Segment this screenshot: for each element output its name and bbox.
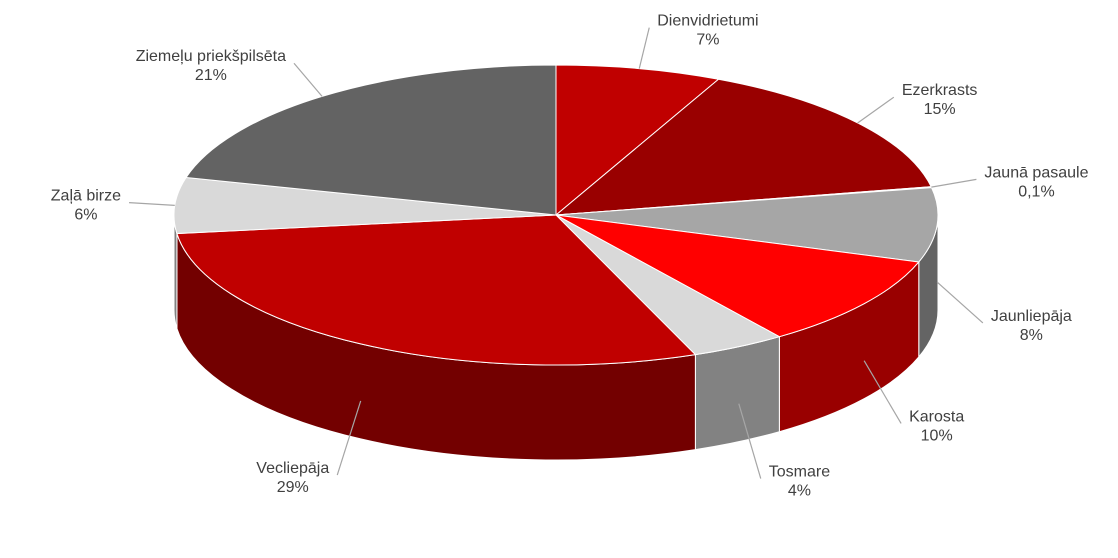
pie-side [694,336,780,451]
leader-line [857,96,895,124]
data-label: Jaunā pasaule 0,1% [984,164,1088,200]
leader-line [293,62,323,97]
leader-line [336,400,362,476]
label-value: 15% [924,101,956,118]
pie-slice [555,64,720,217]
label-value: 0,1% [1018,183,1054,200]
data-label: Karosta 10% [909,408,964,444]
pie-slice [555,214,920,338]
label-name: Ziemeļu priekšpilsēta [136,48,286,65]
data-label: Ziemeļu priekšpilsēta 21% [136,48,286,84]
label-name: Karosta [909,408,964,425]
pie-slice [176,214,697,366]
leader-line [863,360,902,424]
data-label: Tosmare 4% [769,464,830,500]
label-value: 10% [921,427,953,444]
label-value: 7% [696,32,719,49]
label-name: Dienvidrietumi [657,13,758,30]
label-name: Zaļā birze [51,188,121,205]
pie-slice [555,187,939,263]
pie-slice [554,78,932,216]
pie-slice [185,64,557,216]
leader-line [931,178,977,188]
label-name: Jaunā pasaule [984,164,1088,181]
leader-line [936,281,984,324]
data-label: Zaļā birze 6% [51,188,121,224]
label-name: Vecliepāja [256,460,329,477]
data-label: Dienvidrietumi 7% [657,13,758,49]
leader-line [129,202,175,206]
leader-line [638,27,650,69]
label-name: Ezerkrasts [902,82,978,99]
pie-slice [173,176,557,235]
leader-line [738,403,762,479]
label-value: 21% [195,67,227,84]
data-label: Jaunliepāja 8% [991,308,1072,344]
label-name: Tosmare [769,464,830,481]
label-value: 4% [788,483,811,500]
label-name: Jaunliepāja [991,308,1072,325]
data-label: Ezerkrasts 15% [902,82,978,118]
label-value: 29% [277,479,309,496]
label-value: 6% [74,207,97,224]
data-label: Vecliepāja 29% [256,460,329,496]
label-value: 8% [1020,327,1043,344]
